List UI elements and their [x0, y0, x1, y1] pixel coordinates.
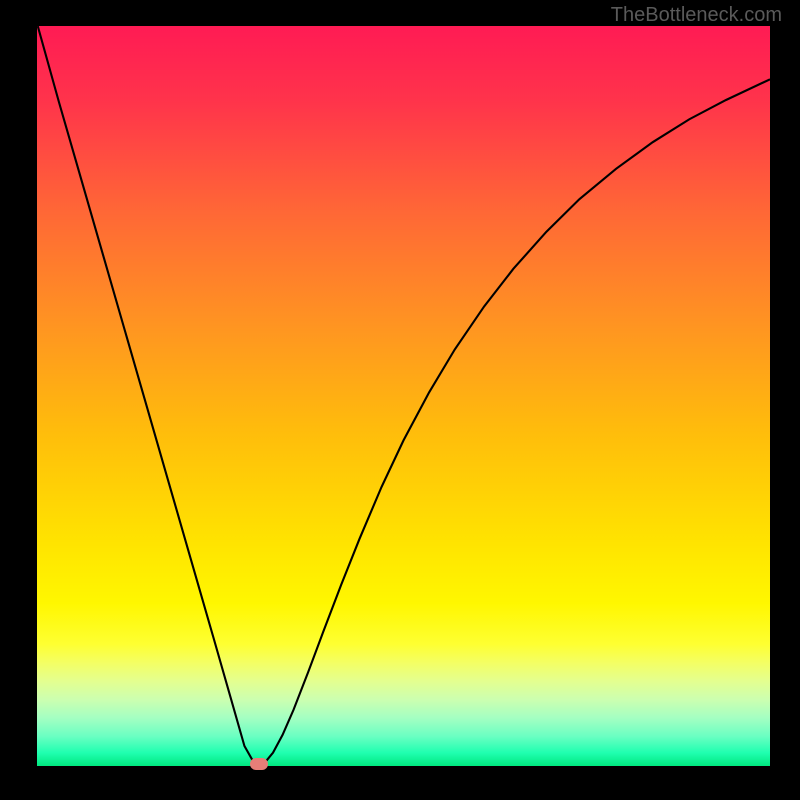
- watermark-text: TheBottleneck.com: [611, 4, 782, 27]
- chart-container: TheBottleneck.com: [0, 0, 800, 800]
- minimum-marker: [250, 758, 268, 770]
- plot-area: [37, 26, 770, 766]
- curve-line: [38, 26, 770, 764]
- curve-svg: [37, 26, 770, 766]
